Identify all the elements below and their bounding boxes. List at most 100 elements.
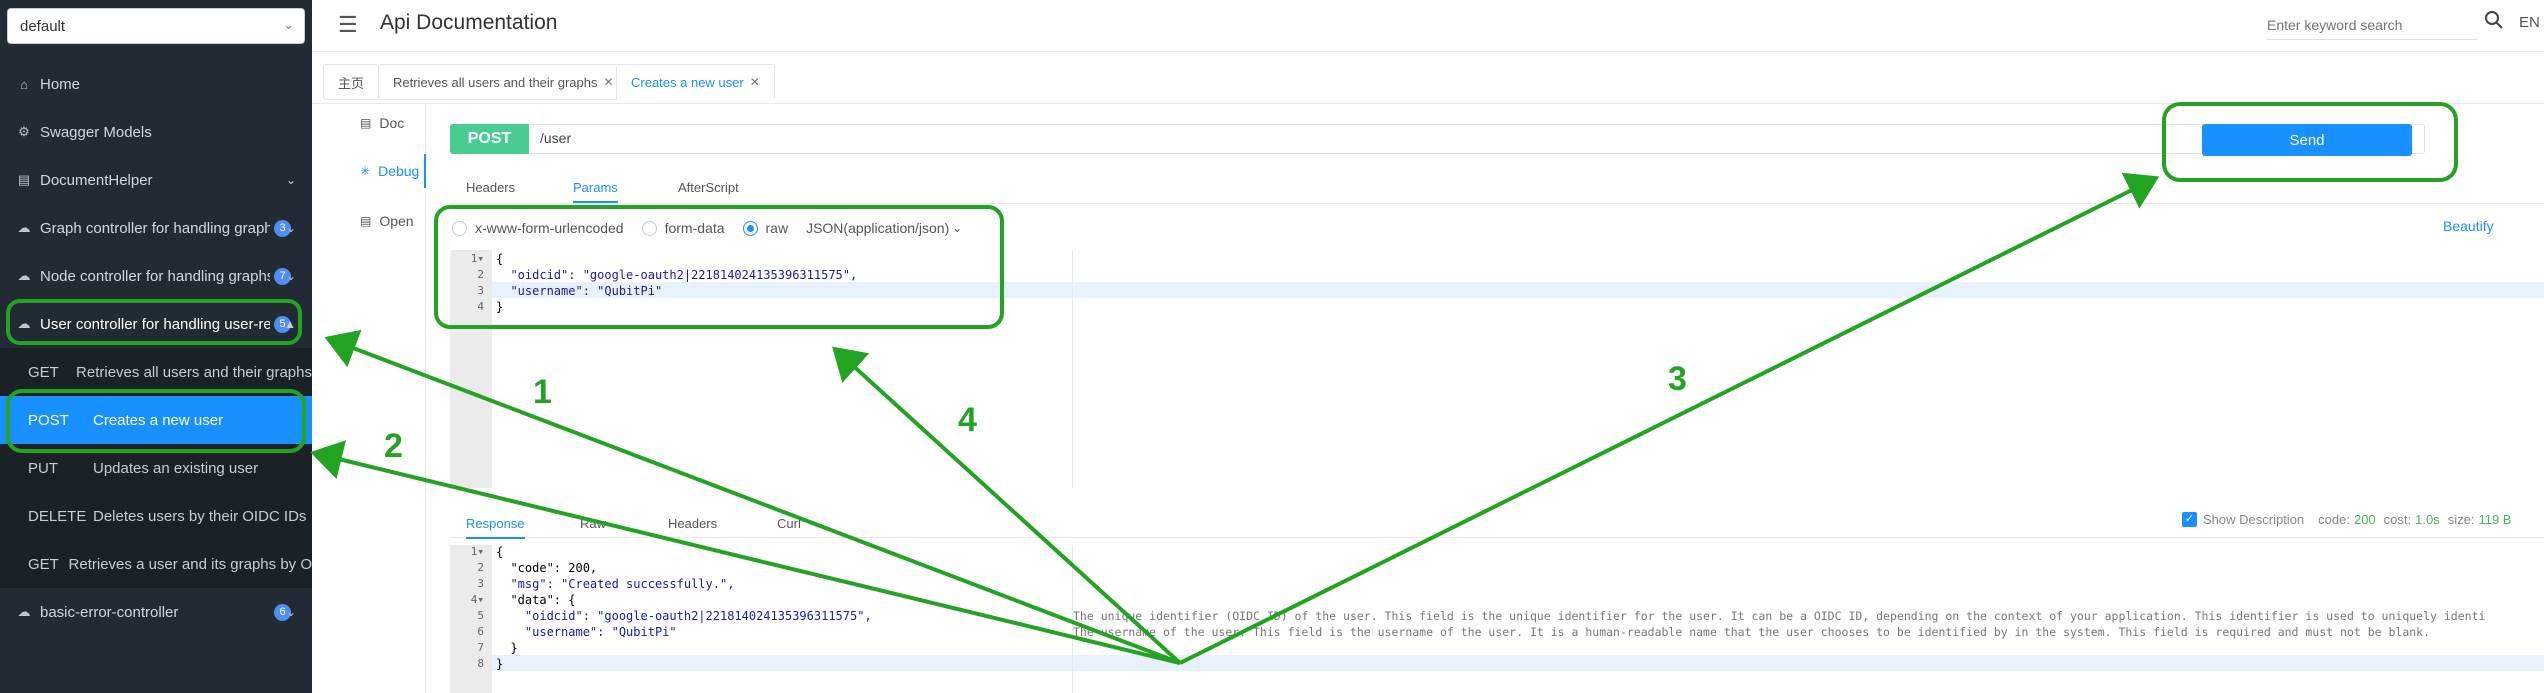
- annotation-number: 3: [1668, 360, 1687, 398]
- status-code: 200: [2353, 512, 2376, 527]
- editor-gutter: 1▾ 2 3 4: [450, 250, 492, 488]
- line-number: 8: [477, 657, 484, 670]
- close-icon[interactable]: ✕: [749, 75, 760, 89]
- print-margin: [1072, 250, 1073, 488]
- cloud-icon: ☁: [17, 268, 31, 283]
- document-icon: ▤: [360, 116, 372, 130]
- sidebar-item-graph-controller[interactable]: ☁ Graph controller for handling graphs 3…: [0, 204, 312, 252]
- docnav-debug[interactable]: ✳ Debug: [312, 154, 426, 188]
- show-description-label: Show Description: [2203, 512, 2305, 527]
- field-description-username: The username of the user. This field is …: [1073, 625, 2431, 639]
- code-line: "msg": "Created successfully.",: [496, 577, 735, 591]
- count-badge: 6: [274, 603, 291, 621]
- sidebar-item-node-controller[interactable]: ☁ Node controller for handling graphs 7 …: [0, 252, 312, 300]
- chevron-up-icon: ▲: [284, 317, 296, 331]
- code-line: "code": 200,: [496, 561, 598, 575]
- bug-icon: ✳: [360, 164, 371, 178]
- option-form-data[interactable]: form-data: [641, 220, 725, 236]
- beautify-link[interactable]: Beautify: [2443, 218, 2494, 234]
- tab-curl[interactable]: Curl: [777, 516, 801, 531]
- tab-afterscript[interactable]: AfterScript: [678, 180, 739, 195]
- endpoint-get-all-users[interactable]: GET Retrieves all users and their graphs: [0, 348, 312, 396]
- tab-creates-new-user[interactable]: Creates a new user ✕: [616, 64, 775, 100]
- radio-checked-icon: [742, 220, 758, 236]
- language-switch[interactable]: EN: [2519, 14, 2540, 31]
- line-number: 3: [477, 577, 484, 590]
- send-button[interactable]: Send: [2202, 124, 2412, 156]
- doc-nav: ▤ Doc ✳ Debug ▤ Open: [312, 104, 426, 693]
- sidebar-item-home[interactable]: ⌂ Home: [0, 60, 312, 108]
- sidebar-item-label: Home: [40, 75, 81, 93]
- chevron-down-icon: ⌄: [285, 605, 296, 619]
- option-x-www-form-urlencoded[interactable]: x-www-form-urlencoded: [452, 220, 624, 236]
- tab-raw[interactable]: Raw: [580, 516, 607, 531]
- tab-bar: 主页 Retrieves all users and their graphs …: [312, 52, 2544, 104]
- active-line-highlight: [492, 655, 2544, 671]
- close-icon[interactable]: ✕: [603, 75, 614, 89]
- tab-retrieves-all-users[interactable]: Retrieves all users and their graphs ✕: [378, 64, 629, 100]
- option-label: form-data: [664, 220, 725, 236]
- checkbox-checked-icon[interactable]: ✓: [2182, 512, 2197, 527]
- tab-params[interactable]: Params: [573, 180, 618, 203]
- request-body-editor[interactable]: 1▾ 2 3 4 { "oidcid": "google-oauth2|2218…: [450, 250, 2544, 488]
- sidebar-item-label: User controller for handling user-re: [40, 315, 270, 333]
- gear-icon: ⚙: [18, 124, 30, 139]
- tab-response[interactable]: Response: [466, 516, 525, 539]
- sidebar-item-basic-error-controller[interactable]: ☁ basic-error-controller 6 ⌄: [0, 588, 312, 636]
- sidebar-item-documenthelper[interactable]: ▤ DocumentHelper ⌄: [0, 156, 312, 204]
- sidebar-item-label: Graph controller for handling graphs: [40, 219, 270, 237]
- line-number: 4▾: [470, 593, 484, 606]
- endpoint-label: Deletes users by their OIDC IDs: [93, 507, 307, 525]
- top-bar: ☰ Api Documentation EN: [312, 0, 2544, 52]
- search-input[interactable]: [2267, 10, 2477, 40]
- menu-toggle-icon[interactable]: ☰: [338, 12, 358, 37]
- code-line: }: [496, 641, 518, 655]
- tab-headers[interactable]: Headers: [466, 180, 516, 195]
- code-line: "data": {: [496, 593, 576, 607]
- annotation-number: 4: [958, 401, 977, 439]
- content-type-value: JSON(application/json): [806, 220, 950, 236]
- endpoint-put-update-user[interactable]: PUT Updates an existing user: [0, 444, 312, 492]
- group-select[interactable]: default ⌄: [7, 8, 305, 44]
- annotation-number: 1: [533, 373, 552, 411]
- radio-icon: [641, 220, 657, 236]
- option-raw[interactable]: raw: [742, 220, 789, 236]
- response-meta: ✓ Show Description code: 200 cost: 1.0s …: [2182, 512, 2519, 527]
- size-value: 119 B: [2478, 512, 2512, 527]
- line-number: 4: [477, 300, 484, 313]
- search-icon[interactable]: [2484, 10, 2504, 30]
- home-icon: ⌂: [20, 76, 28, 92]
- code-line: {: [496, 252, 504, 266]
- endpoint-get-user-graphs[interactable]: GET Retrieves a user and its graphs by O: [0, 540, 312, 588]
- tab-label: Creates a new user: [631, 74, 744, 90]
- cloud-icon: ☁: [17, 220, 31, 235]
- editor-gutter: 1▾ 2 3 4▾ 5 6 7 8: [450, 545, 492, 693]
- field-description-oidcid: The unique identifier (OIDC ID) of the u…: [1073, 609, 2486, 623]
- sidebar: default ⌄ ⌂ Home ⚙ Swagger Models ▤ Docu…: [0, 0, 312, 693]
- method-badge: POST: [450, 124, 529, 154]
- docnav-doc[interactable]: ▤ Doc: [312, 106, 426, 140]
- line-number: 5: [477, 609, 484, 622]
- tab-response-headers[interactable]: Headers: [668, 516, 718, 531]
- request-url-bar: [450, 124, 2425, 154]
- code-line: }: [496, 657, 504, 671]
- url-input[interactable]: /user: [540, 130, 572, 146]
- sidebar-item-label: Swagger Models: [40, 123, 152, 141]
- endpoint-post-create-user[interactable]: POST Creates a new user: [0, 396, 312, 444]
- line-number: 3: [477, 284, 484, 297]
- chevron-down-icon: ⌄: [285, 221, 296, 235]
- sidebar-item-user-controller[interactable]: ☁ User controller for handling user-re 5…: [0, 300, 312, 348]
- chevron-down-icon: ⌄: [952, 221, 963, 235]
- option-label: raw: [765, 220, 789, 236]
- line-number: 1▾: [470, 545, 484, 558]
- endpoint-label: Retrieves a user and its graphs by O: [68, 555, 312, 573]
- endpoint-delete-users[interactable]: DELETE Deletes users by their OIDC IDs: [0, 492, 312, 540]
- line-number: 2: [477, 561, 484, 574]
- endpoint-label: Creates a new user: [93, 411, 224, 429]
- content-type-select[interactable]: JSON(application/json) ⌄: [806, 220, 962, 236]
- line-number: 7: [477, 641, 484, 654]
- docnav-open[interactable]: ▤ Open: [312, 204, 426, 238]
- sidebar-item-swagger-models[interactable]: ⚙ Swagger Models: [0, 108, 312, 156]
- tab-home[interactable]: 主页: [323, 64, 380, 100]
- docnav-label: Doc: [379, 115, 405, 131]
